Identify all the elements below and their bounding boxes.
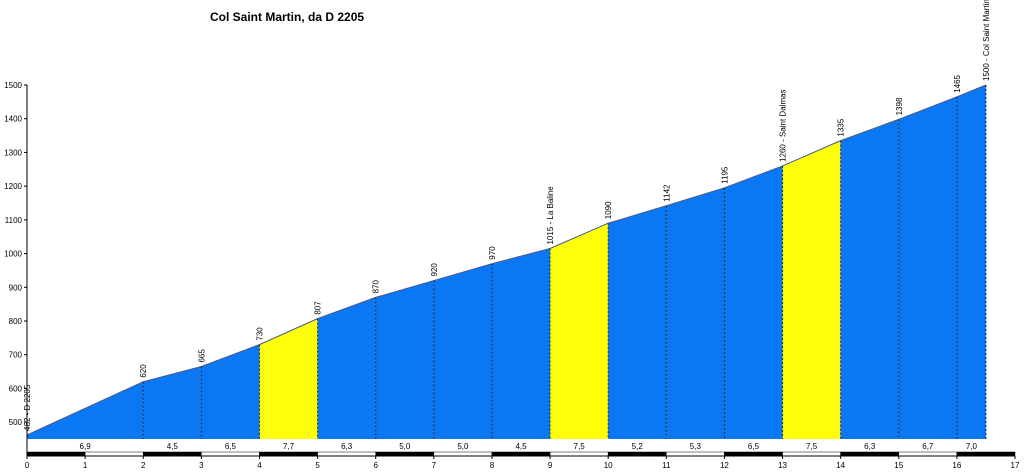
profile-area-segment-10 [666,187,725,439]
km-bar-11 [666,451,725,457]
elevation-label-12: 1260 - Saint Dalmas [779,89,788,161]
profile-area-segment-15 [956,85,986,439]
gradient-label-0: 6,9 [80,442,92,451]
km-bar-15 [898,451,958,457]
km-bar-8 [491,451,551,457]
km-bar-2 [142,451,202,457]
x-tick-label-16: 16 [952,461,961,470]
km-bar-4 [259,451,318,457]
km-bar-1 [84,451,144,457]
x-tick-label-15: 15 [894,461,903,470]
km-bar-9 [549,451,609,457]
profile-area-segment-8 [550,223,609,439]
elevation-label-11: 1195 [720,166,729,184]
profile-area-segment-2 [201,344,260,439]
y-tick-label-1500: 1500 [4,81,22,90]
x-tick-label-13: 13 [778,461,787,470]
km-bar-16 [956,451,1016,457]
x-tick-label-17: 17 [1011,461,1020,470]
y-tick-label-500: 500 [9,418,23,427]
x-tick-label-1: 1 [83,461,88,470]
profile-area-segment-9 [608,205,667,439]
gradient-label-2: 6,5 [225,442,237,451]
profile-area-segment-3 [259,318,318,439]
elevation-label-2: 665 [197,349,206,363]
profile-outline [26,84,987,436]
profile-area-segment-6 [433,263,492,439]
elevation-label-16: 1500 - Col Saint Martin [982,0,991,81]
profile-area-segment-4 [317,297,376,439]
gradient-label-15: 7,0 [966,442,978,451]
km-bar-12 [724,451,783,457]
gradient-label-10: 5,3 [690,442,702,451]
chart-title: Col Saint Martin, da D 2205 [210,10,365,24]
y-tick-label-600: 600 [9,384,23,393]
profile-area-segment-7 [491,248,551,439]
y-tick-label-1400: 1400 [4,115,22,124]
x-tick-label-6: 6 [373,461,378,470]
gradient-label-8: 7,5 [574,442,586,451]
km-bar-10 [607,451,667,457]
profile-area-segment-11 [724,165,783,439]
gradient-label-12: 7,5 [806,442,818,451]
y-tick-label-1300: 1300 [4,148,22,157]
profile-area-segment-0 [27,381,144,439]
km-bar-3 [201,451,260,457]
profile-area-segment-1 [143,366,202,439]
km-bar-0 [26,451,86,457]
x-tick-label-0: 0 [25,461,30,470]
x-tick-label-2: 2 [141,461,146,470]
x-tick-label-4: 4 [257,461,262,470]
y-tick-label-1200: 1200 [4,182,22,191]
gradient-label-7: 4,5 [515,442,527,451]
x-tick-label-9: 9 [548,461,553,470]
elevation-label-15: 1465 [953,74,962,92]
x-tick-label-12: 12 [720,461,729,470]
elevation-label-1: 620 [139,364,148,378]
profile-area-segment-12 [782,140,841,439]
x-tick-label-14: 14 [836,461,845,470]
elevation-label-5: 870 [372,280,381,294]
x-tick-label-10: 10 [604,461,613,470]
elevation-label-9: 1090 [604,201,613,219]
km-bar-7 [433,451,493,457]
elevation-label-0: 462 - D 2205 [23,384,32,431]
km-bar-6 [375,451,435,457]
gradient-label-1: 4,5 [167,442,179,451]
x-tick-label-3: 3 [199,461,204,470]
elevation-label-14: 1398 [895,97,904,115]
gradient-label-13: 6,3 [864,442,876,451]
y-tick-label-1000: 1000 [4,250,22,259]
y-tick-label-1100: 1100 [5,216,23,225]
x-tick-label-7: 7 [432,461,437,470]
profile-area-segment-5 [375,280,434,439]
elevation-label-8: 1015 - La Baline [546,186,555,245]
km-bar-13 [782,451,841,457]
elevation-label-10: 1142 [662,184,671,202]
y-tick-label-700: 700 [9,351,23,360]
x-tick-label-8: 8 [490,461,495,470]
x-tick-label-5: 5 [315,461,320,470]
y-tick-label-800: 800 [9,317,23,326]
elevation-label-7: 970 [488,246,497,260]
gradient-label-9: 5,2 [632,442,644,451]
elevation-label-13: 1335 [837,118,846,136]
gradient-label-5: 5,0 [399,442,411,451]
gradient-label-6: 5,0 [457,442,469,451]
km-bar-14 [840,451,900,457]
gradient-label-3: 7,7 [283,442,295,451]
gradient-label-4: 6,3 [341,442,353,451]
elevation-label-6: 920 [430,263,439,277]
profile-area-segment-13 [840,119,899,439]
profile-area-segment-14 [898,96,957,440]
x-tick-label-11: 11 [662,461,671,470]
km-bar-5 [317,451,376,457]
elevation-label-3: 730 [255,327,264,341]
gradient-label-11: 6,5 [748,442,760,451]
elevation-label-4: 807 [314,301,323,315]
gradient-label-14: 6,7 [922,442,934,451]
y-tick-label-900: 900 [9,283,23,292]
